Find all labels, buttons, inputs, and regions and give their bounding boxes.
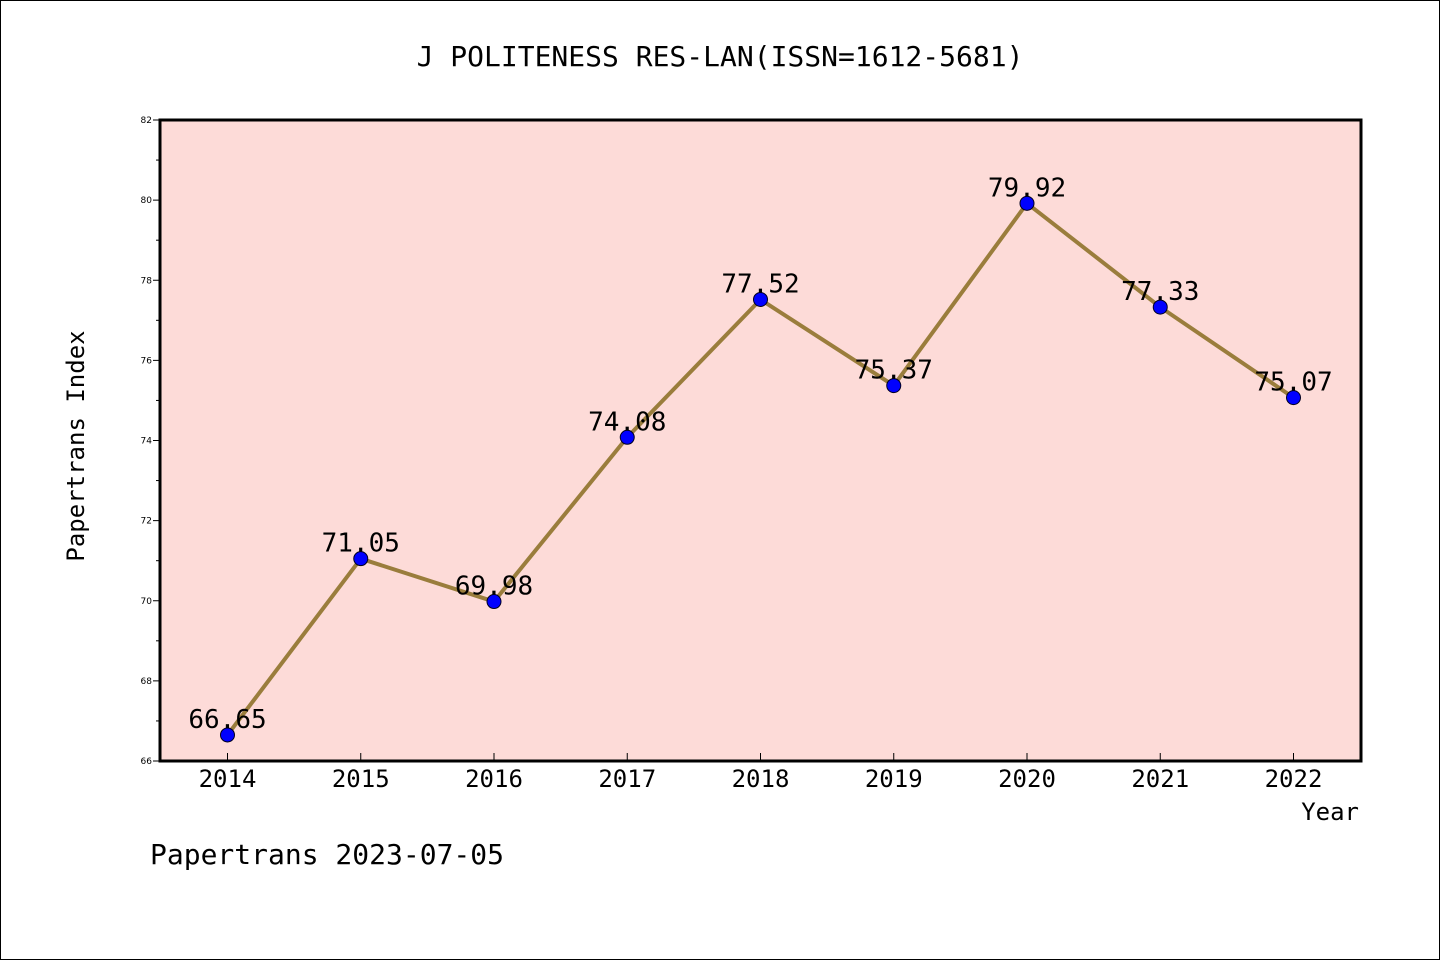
data-labels-group: 66.65 71.05 69.98 74.08 77.52 75.37 79.92 77.33… <box>188 173 1332 735</box>
data-label: 66.65 <box>188 705 266 735</box>
data-label: 79.92 <box>988 173 1066 203</box>
data-label: 74.08 <box>588 407 666 437</box>
data-point-marker <box>619 429 635 445</box>
footer-watermark: Papertrans 2023-07-05 <box>150 838 504 871</box>
markers-group <box>220 195 1301 743</box>
data-point-marker <box>886 378 902 394</box>
y-tick-label: 70 <box>141 597 153 607</box>
data-point-marker <box>1152 299 1168 315</box>
x-axis-ticks: 2014 2015 2016 2017 2018 2019 2020 2021 2022 <box>199 753 1323 793</box>
y-tick-label: 80 <box>141 196 153 206</box>
plot-area <box>160 120 1361 761</box>
plot-border <box>158 118 1363 763</box>
y-axis-title: Papertrans Index <box>62 330 90 561</box>
data-label: 77.52 <box>721 269 799 299</box>
y-tick-label: 72 <box>141 517 152 527</box>
data-label: 75.37 <box>855 356 933 386</box>
y-tick-label: 76 <box>141 356 153 366</box>
x-tick-label: 2017 <box>598 765 656 793</box>
x-tick-label: 2014 <box>199 765 257 793</box>
data-label: 71.05 <box>322 529 400 559</box>
y-tick-label: 78 <box>141 276 153 286</box>
chart-title: J POLITENESS RES-LAN(ISSN=1612-5681) <box>417 40 1024 73</box>
data-point-marker <box>220 727 235 743</box>
x-tick-label: 2018 <box>732 765 790 793</box>
y-tick-label: 82 <box>141 116 152 126</box>
data-label: 75.07 <box>1254 368 1332 398</box>
data-label: 77.33 <box>1121 277 1199 307</box>
y-tick-label: 68 <box>141 677 153 687</box>
x-axis-title: Year <box>1301 798 1359 826</box>
data-point-marker <box>753 291 768 307</box>
data-point-marker <box>353 551 369 567</box>
y-axis-ticks: 66 68 70 72 74 76 78 80 82 <box>141 116 160 767</box>
x-tick-label: 2015 <box>332 765 390 793</box>
data-point-marker <box>1019 195 1035 211</box>
y-tick-label: 74 <box>141 437 153 447</box>
x-tick-label: 2022 <box>1265 765 1323 793</box>
data-point-marker <box>1286 390 1301 406</box>
data-point-marker <box>486 594 502 610</box>
x-tick-label: 2019 <box>865 765 923 793</box>
y-tick-label: 66 <box>141 757 153 767</box>
x-tick-label: 2021 <box>1131 765 1189 793</box>
x-tick-label: 2016 <box>465 765 523 793</box>
x-tick-label: 2020 <box>998 765 1056 793</box>
data-label: 69.98 <box>455 572 533 602</box>
